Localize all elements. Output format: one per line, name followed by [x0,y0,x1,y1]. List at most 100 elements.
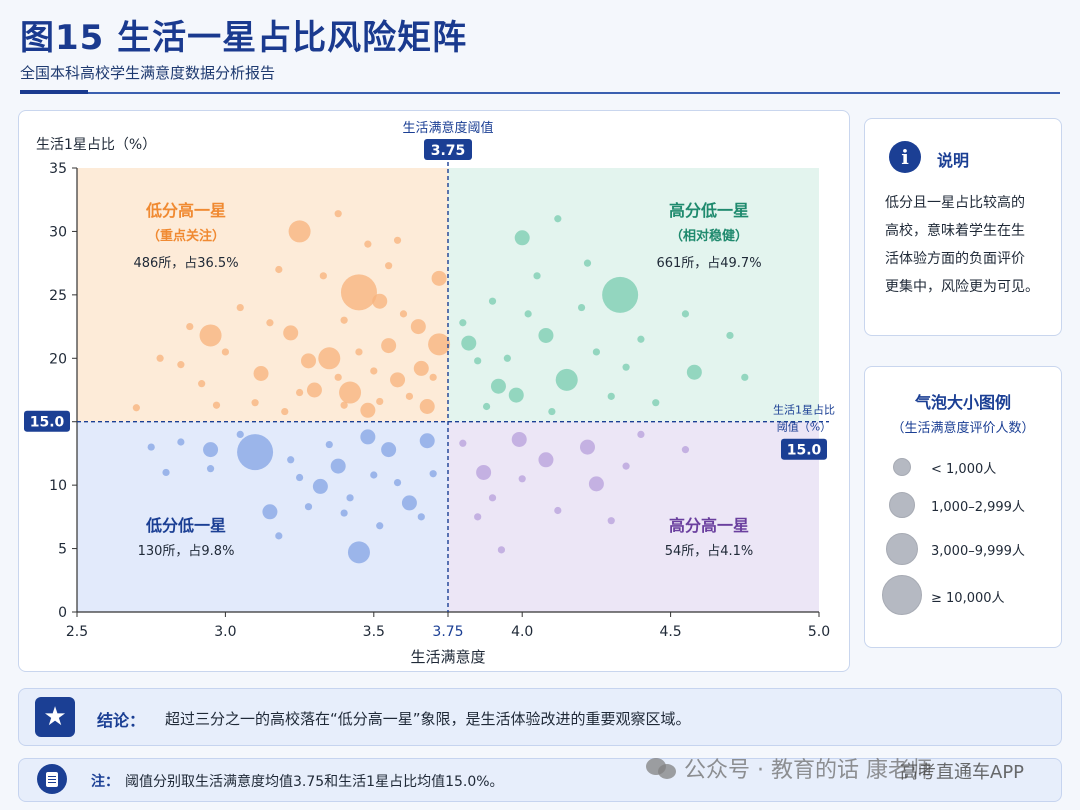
info-line: 更集中，风险更为可见。 [885,279,1039,295]
data-bubble [602,276,639,313]
data-bubble [474,357,482,365]
data-bubble [583,259,592,267]
y-tick-label: 0 [58,605,67,621]
data-bubble [461,335,477,351]
data-bubble [508,387,524,403]
data-bubble [524,310,532,318]
data-bubble [340,509,348,517]
data-bubble [488,494,497,502]
chart-card: 2.53.03.53.754.04.55.005101520253035生活1星… [18,110,850,672]
watermark-brand: 高考直通车APP [900,762,1025,783]
legend-label: ≥ 10,000人 [931,591,1005,606]
y-axis-label: 生活1星占比（%） [36,137,156,153]
data-bubble [306,382,322,398]
data-bubble [511,431,527,447]
y-tick-label: 30 [49,224,67,240]
y-tick-label: 25 [49,288,67,304]
document-icon [37,764,67,794]
quadrant-title: 低分高一星 [145,201,226,220]
data-bubble [186,322,194,331]
info-card: i 说明 低分且一星占比较高的 高校，意味着学生在生 活体验方面的负面评价 更集… [864,118,1062,336]
conclusion-text: 超过三分之一的高校落在“低分高一星”象限，是生活体验改进的重要观察区域。 [165,710,691,728]
data-bubble [203,442,219,458]
legend-item-small: < 1,000人 [865,447,1061,487]
data-bubble [177,438,185,446]
data-bubble [579,439,595,455]
data-bubble [325,440,333,449]
legend-title: 气泡大小图例 [914,393,1011,412]
quadrant-title: 高分低一星 [669,201,749,220]
data-bubble [459,439,467,447]
data-bubble [355,348,363,356]
quadrant-stat: 54所，占4.1% [665,544,754,559]
data-bubble [393,479,402,487]
data-bubble [199,324,222,347]
x-tick-label: 3.75 [432,624,463,640]
data-bubble [262,504,278,520]
legend-label: 1,000–2,999人 [931,500,1025,515]
data-bubble [401,495,417,511]
quadrant-stat: 661所，占49.7% [656,256,761,271]
data-bubble [592,348,601,356]
data-bubble [147,443,155,451]
y-tick-label: 35 [49,161,67,177]
data-bubble [340,274,377,311]
x-tick-label: 5.0 [808,624,830,640]
data-bubble [132,404,140,412]
info-line: 低分且一星占比较高的 [885,195,1025,211]
data-bubble [340,316,348,324]
data-bubble [490,378,506,394]
data-bubble [347,541,370,564]
data-bubble [177,361,185,369]
data-bubble [514,230,530,246]
data-bubble [385,262,393,270]
data-bubble [741,373,749,381]
data-bubble [405,392,414,400]
data-bubble [474,513,482,521]
y-tick-label: 20 [49,351,67,367]
data-bubble [319,272,327,280]
page-subtitle: 全国本科高校学生满意度数据分析报告 [20,64,276,82]
quadrant-high-score-high-onestar [448,421,819,612]
data-bubble [686,364,702,380]
data-bubble [221,348,229,356]
data-bubble [681,310,690,318]
legend-bubble-small [893,458,911,476]
quadrant-stat: 486所，占36.5% [133,256,238,271]
data-bubble [236,430,244,438]
data-bubble [459,319,467,327]
title-divider-accent [20,90,88,94]
legend-label: < 1,000人 [931,462,997,477]
data-bubble [607,517,615,525]
data-bubble [548,407,556,416]
y-threshold-label: 阈值（%） [777,420,831,434]
wechat-logo-icon [646,756,678,780]
info-icon: i [889,141,921,173]
title-divider [20,92,1060,94]
x-tick-label: 4.0 [511,624,533,640]
data-bubble [236,303,244,312]
info-line: 活体验方面的负面评价 [885,251,1025,267]
data-bubble [360,429,376,445]
data-bubble [206,465,215,473]
legend-subtitle: （生活满意度评价人数） [891,421,1035,436]
x-tick-label: 2.5 [66,624,88,640]
data-bubble [162,468,170,477]
x-tick-label: 4.5 [659,624,681,640]
data-bubble [533,272,541,280]
quadrant-title: 高分高一星 [669,516,749,535]
page-title: 图15 生活一星占比风险矩阵 [20,18,468,58]
data-bubble [538,327,554,343]
legend-bubble-xlarge [882,575,922,615]
data-bubble [399,310,408,318]
size-legend-card: 气泡大小图例 （生活满意度评价人数） < 1,000人 1,000–2,999人… [864,366,1062,648]
data-bubble [287,456,295,464]
data-bubble [637,430,645,438]
data-bubble [372,293,388,309]
data-bubble [622,363,630,371]
x-tick-label: 3.5 [363,624,385,640]
data-bubble [482,402,491,411]
data-bubble [413,360,429,376]
y-threshold-label: 生活1星占比 [773,403,835,417]
note-bar: 注： 阈值分别取生活满意度均值3.75和生活1星占比均值15.0%。 [18,758,1062,802]
